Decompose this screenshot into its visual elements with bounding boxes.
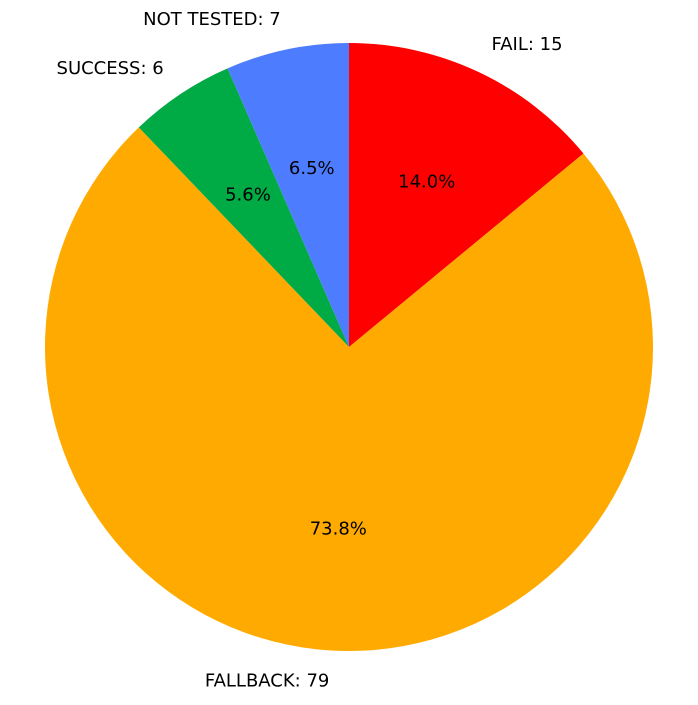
slices-layer: [44, 43, 653, 652]
slice-label-fallback: FALLBACK: 79: [205, 670, 329, 691]
slice-percent-not-tested: 6.5%: [289, 158, 335, 179]
slice-percent-fail: 14.0%: [398, 172, 455, 193]
slice-label-fail: FAIL: 15: [492, 34, 563, 55]
pie-slice-fail: [349, 43, 584, 347]
pie-slice-not-tested: [227, 43, 349, 347]
slice-label-success: SUCCESS: 6: [57, 58, 164, 79]
pie-slice-success: [138, 68, 349, 347]
slice-percent-success: 5.6%: [225, 185, 271, 206]
slice-percent-fallback: 73.8%: [310, 519, 367, 540]
labels-layer: FAIL: 15 14.0% FALLBACK: 79 73.8% SUCCESS: 6…: [57, 9, 563, 691]
pie-slice-fallback: [44, 127, 653, 652]
slice-label-not-tested: NOT TESTED: 7: [143, 9, 281, 30]
